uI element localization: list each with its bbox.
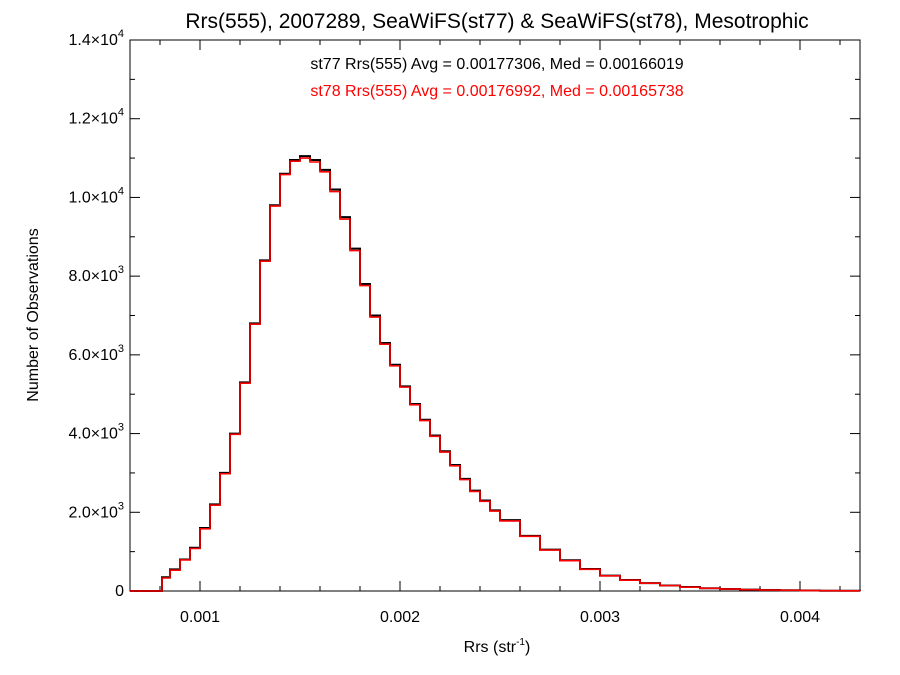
- x-axis-label: Rrs (str-1): [464, 637, 531, 656]
- y-tick-label: 1.0×104: [68, 185, 124, 206]
- chart-title: Rrs(555), 2007289, SeaWiFS(st77) & SeaWi…: [185, 10, 808, 33]
- x-tick-label: 0.004: [780, 609, 820, 626]
- y-tick-label: 0: [115, 583, 124, 600]
- annotation-st78: st78 Rrs(555) Avg = 0.00176992, Med = 0.…: [310, 83, 683, 100]
- annotation-st77: st77 Rrs(555) Avg = 0.00177306, Med = 0.…: [310, 56, 683, 73]
- series-layer: [130, 155, 861, 592]
- y-axis-label: Number of Observations: [25, 228, 42, 401]
- x-axis-label-end: ): [525, 639, 530, 656]
- x-tick-label: 0.001: [180, 609, 220, 626]
- x-tick-label: 0.002: [380, 609, 420, 626]
- x-tick-label: 0.003: [580, 609, 620, 626]
- y-tick-label: 2.0×103: [68, 500, 124, 521]
- y-tick-label: 6.0×103: [68, 343, 124, 364]
- y-tick-label: 1.2×104: [68, 107, 124, 128]
- y-axis-ticks: 0 2.0×103 4.0×103 6.0×103 8.0×103 1.0×104 1.2×…: [68, 28, 860, 600]
- series-line-st77: [130, 155, 861, 592]
- x-axis-label-superscript: -1: [516, 637, 525, 648]
- x-axis-ticks: 0.001 0.002 0.003 0.004: [159, 40, 841, 626]
- y-tick-label: 4.0×103: [68, 422, 124, 443]
- y-tick-label: 8.0×103: [68, 264, 124, 285]
- plot-frame: [129, 39, 861, 592]
- y-tick-label: 1.4×104: [68, 28, 124, 49]
- series-line-st78: [130, 157, 861, 592]
- x-axis-label-main: Rrs (str: [464, 639, 517, 656]
